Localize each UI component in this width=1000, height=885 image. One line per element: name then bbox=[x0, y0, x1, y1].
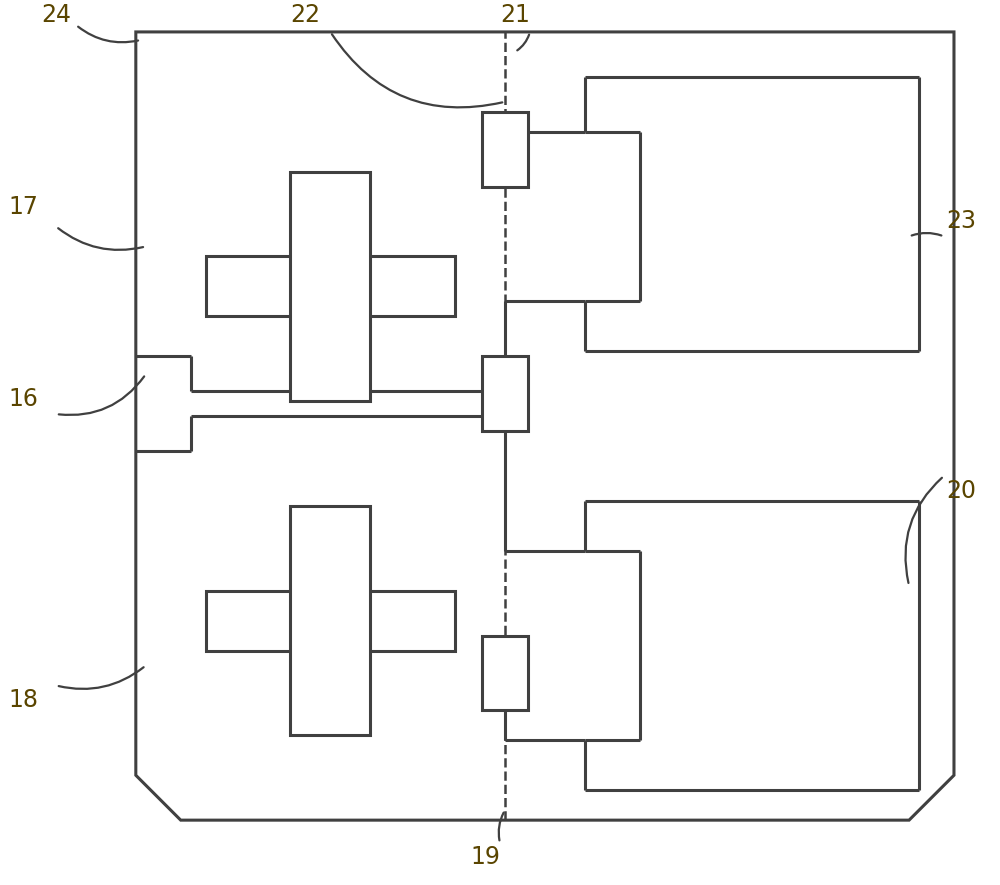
Text: 20: 20 bbox=[946, 479, 976, 503]
Text: 19: 19 bbox=[470, 845, 500, 869]
Polygon shape bbox=[206, 590, 455, 650]
Text: 23: 23 bbox=[946, 210, 976, 234]
Text: 18: 18 bbox=[8, 689, 38, 712]
Polygon shape bbox=[206, 257, 455, 316]
Polygon shape bbox=[290, 172, 370, 401]
Polygon shape bbox=[290, 506, 370, 735]
Text: 17: 17 bbox=[8, 195, 38, 219]
Polygon shape bbox=[482, 635, 528, 711]
Text: 24: 24 bbox=[41, 3, 71, 27]
Polygon shape bbox=[482, 356, 528, 431]
Polygon shape bbox=[482, 112, 528, 187]
Text: 22: 22 bbox=[290, 3, 320, 27]
Text: 16: 16 bbox=[8, 387, 38, 412]
Text: 21: 21 bbox=[500, 3, 530, 27]
